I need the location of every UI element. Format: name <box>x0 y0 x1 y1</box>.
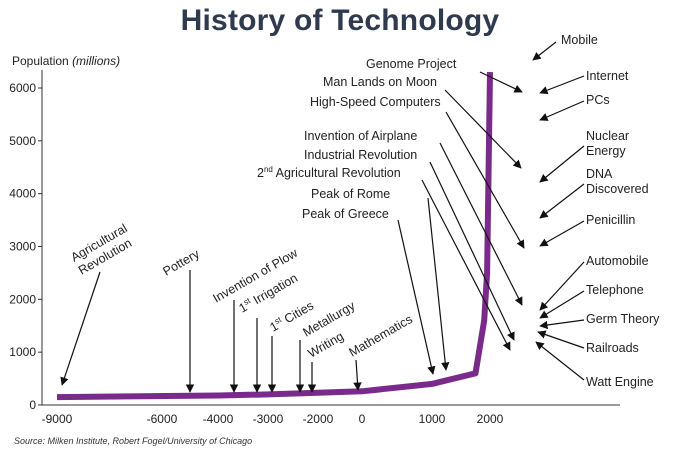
y-tick-label: 6000 <box>9 81 36 95</box>
annotation-arrow-watt-engine <box>535 341 585 381</box>
x-tick-label: -6000 <box>147 412 178 426</box>
y-axis-label: Population (millions) <box>12 54 120 68</box>
y-tick-label: 2000 <box>9 292 36 306</box>
annotation-arrow-agricultural-revolution <box>60 271 101 386</box>
annotation-label-mobile: Mobile <box>561 33 598 47</box>
annotation-label-man-lands-on-moon: Man Lands on Moon <box>323 75 437 89</box>
annotation-arrow-peak-of-rome <box>427 197 450 371</box>
annotation-label-telephone: Telephone <box>586 283 644 297</box>
annotation-arrow-mobile <box>532 41 557 61</box>
x-tick-label: -9000 <box>42 412 73 426</box>
annotation-arrow-automobile <box>539 261 585 311</box>
chart-title: History of Technology <box>180 4 500 37</box>
annotation-arrow-germ-theory <box>539 319 585 330</box>
annotation-label-penicillin: Penicillin <box>586 213 635 227</box>
annotation-arrow-telephone <box>539 290 585 319</box>
annotation-arrow-railroads <box>537 330 585 349</box>
annotation-label-automobile: Automobile <box>586 254 649 268</box>
annotation-label-peak-of-rome: Peak of Rome <box>311 187 390 201</box>
annotation-arrow-high-speed-computers <box>445 111 525 249</box>
annotation-arrow-mathematics <box>353 359 362 391</box>
annotation-arrow-industrial-revolution <box>429 161 515 341</box>
annotation-arrow-peak-of-greece <box>397 219 436 375</box>
x-tick-label: 0 <box>359 412 366 426</box>
annotation-label-genome-project: Genome Project <box>366 57 457 71</box>
population-series-line <box>56 72 493 401</box>
y-tick-label: 1000 <box>9 345 36 359</box>
annotation-label-pcs: PCs <box>586 93 610 107</box>
annotation-label-watt-engine: Watt Engine <box>586 375 654 389</box>
annotation-arrow-invention-of-airplane <box>439 142 523 306</box>
annotation-arrow-2nd-agricultural-revolution <box>421 179 511 351</box>
x-tick-label: -3000 <box>253 412 284 426</box>
annotation-label-mathematics: Mathematics <box>347 312 415 360</box>
y-tick-label: 0 <box>29 398 36 412</box>
annotation-label-railroads: Railroads <box>586 341 639 355</box>
annotation-arrow-man-lands-on-moon <box>444 89 522 169</box>
annotation-arrow-dna-discovered <box>539 183 585 219</box>
x-tick-label: -4000 <box>203 412 234 426</box>
annotation-label-dna-discovered: DNA Discovered <box>586 167 649 196</box>
annotation-label-agricultural-revolution: AgriculturalRevolution <box>69 221 138 277</box>
y-axis-label-text: Population <box>12 54 69 68</box>
annotation-label-high-speed-computers: High-Speed Computers <box>310 95 441 109</box>
annotation-arrow-genome-project <box>479 71 523 93</box>
annotation-label-invention-of-airplane: Invention of Airplane <box>304 129 417 143</box>
annotation-label-2nd-agricultural-revolution: 2nd Agricultural Revolution <box>257 165 401 180</box>
y-tick-label: 4000 <box>9 187 36 201</box>
x-tick-label: -2000 <box>303 412 334 426</box>
annotation-arrow-internet <box>539 75 585 95</box>
y-axis-unit: (millions) <box>72 54 121 68</box>
annotation-label-internet: Internet <box>586 69 629 83</box>
source-note: Source: Milken Institute, Robert Fogel/U… <box>14 436 253 446</box>
annotation-label-industrial-revolution: Industrial Revolution <box>304 148 417 162</box>
y-tick-label: 5000 <box>9 134 36 148</box>
x-tick-label: 1000 <box>419 412 446 426</box>
annotation-arrow-nuclear-energy <box>539 145 585 183</box>
annotation-label-peak-of-greece: Peak of Greece <box>302 207 389 221</box>
annotation-label-pottery: Pottery <box>161 246 203 278</box>
y-tick-label: 3000 <box>9 240 36 254</box>
annotation-arrow-pcs <box>539 100 585 121</box>
x-tick-label: 2000 <box>477 412 504 426</box>
annotation-label-germ-theory: Germ Theory <box>586 312 660 326</box>
annotation-arrow-penicillin <box>539 220 585 247</box>
annotation-label-nuclear-energy: Nuclear Energy <box>586 129 629 158</box>
